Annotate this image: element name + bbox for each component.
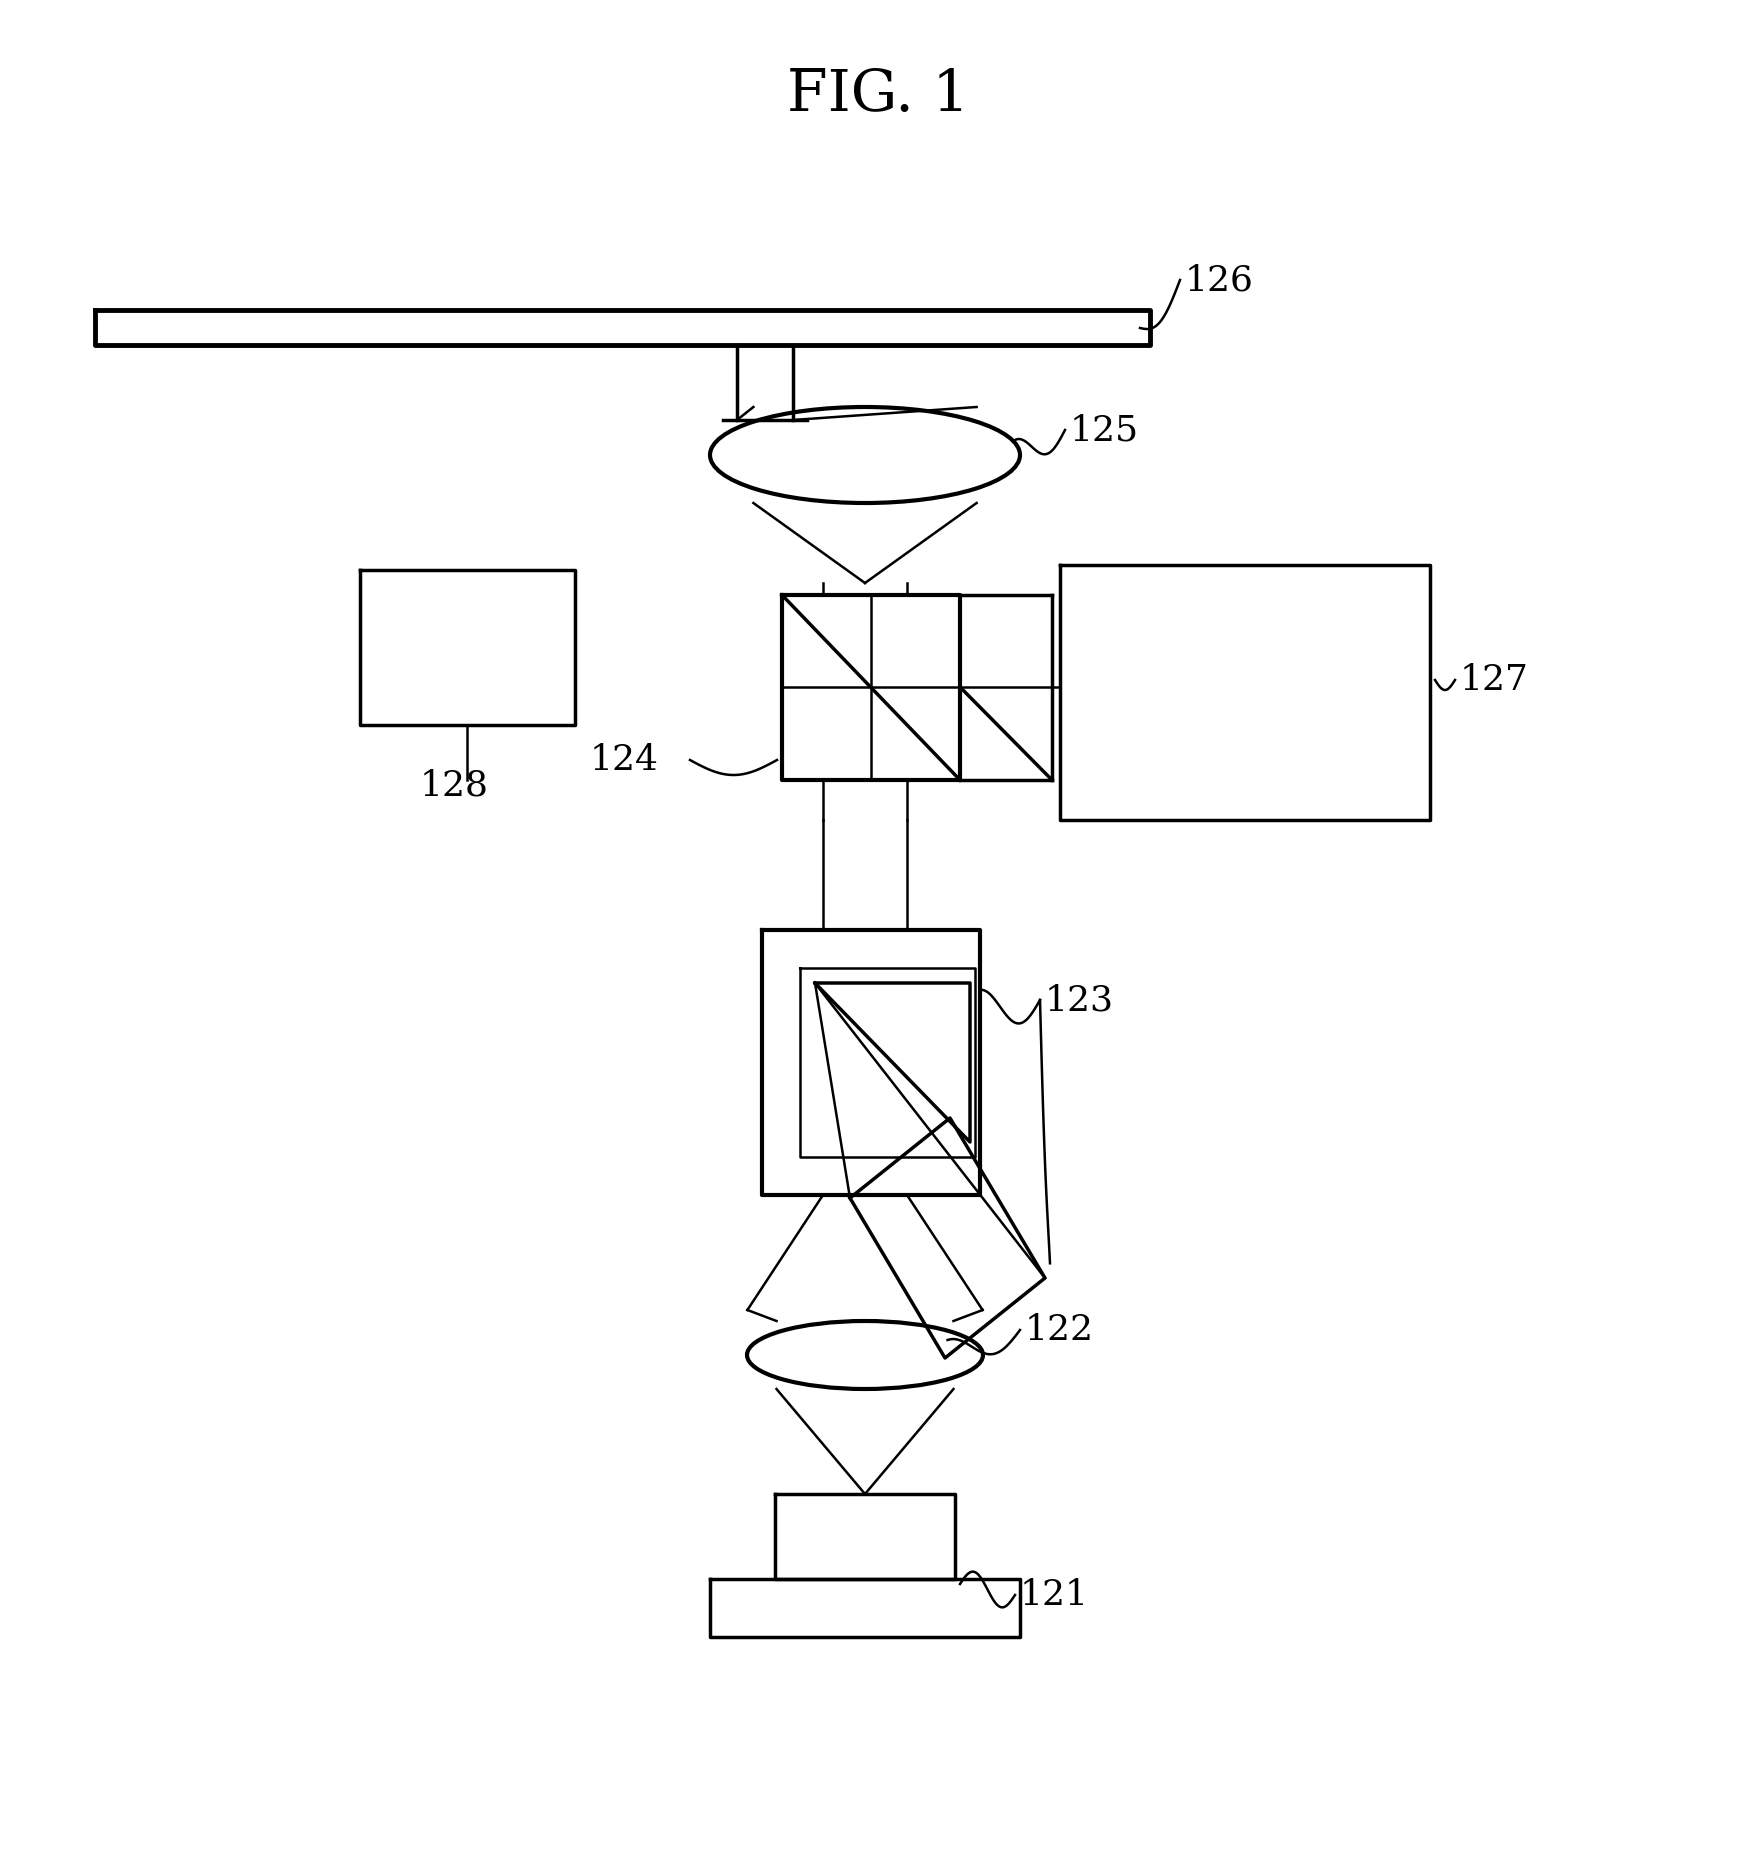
Text: 126: 126: [1184, 264, 1254, 297]
Text: 127: 127: [1460, 662, 1529, 698]
Text: FIG. 1: FIG. 1: [787, 67, 970, 123]
Text: 124: 124: [590, 743, 659, 776]
Text: 122: 122: [1024, 1313, 1095, 1347]
Text: 121: 121: [1021, 1577, 1089, 1613]
Text: 123: 123: [1045, 982, 1114, 1018]
Text: 125: 125: [1070, 413, 1139, 447]
Text: 128: 128: [420, 767, 488, 803]
